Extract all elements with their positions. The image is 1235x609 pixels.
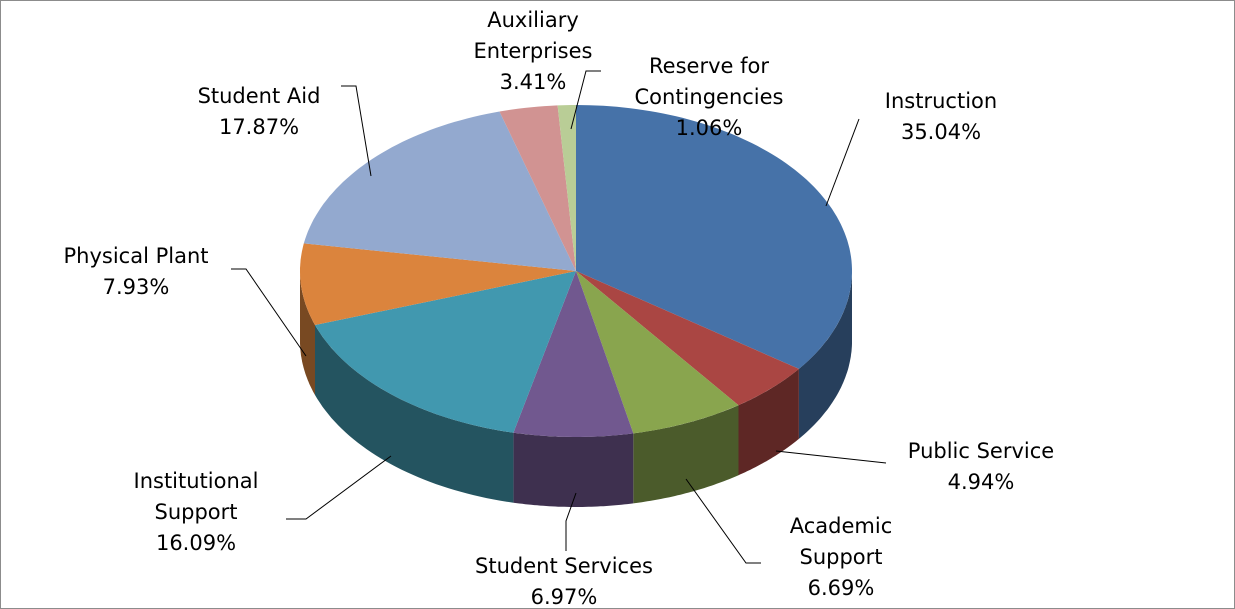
data-label: Public Service 4.94% xyxy=(881,436,1081,498)
data-label: Reserve for Contingencies 1.06% xyxy=(619,51,799,144)
category-name: Physical Plant xyxy=(63,244,209,268)
leader-line xyxy=(775,450,887,464)
slice xyxy=(557,105,576,271)
data-label: Student Services 6.97% xyxy=(434,551,694,609)
data-label: Instruction 35.04% xyxy=(856,86,1026,148)
leader-line xyxy=(231,268,307,357)
value-label: 16.09% xyxy=(155,531,237,555)
slice-side xyxy=(513,432,634,507)
data-label: Student Aid 17.87% xyxy=(159,81,359,143)
category-name: Public Service xyxy=(907,439,1055,463)
slice-side xyxy=(633,405,739,504)
slice xyxy=(513,271,634,437)
leader-line xyxy=(685,478,761,564)
slice xyxy=(576,271,739,434)
category-name: Student Services xyxy=(475,554,653,578)
value-label: 6.97% xyxy=(530,585,598,609)
slice xyxy=(300,243,576,325)
category-name: Auxiliary Enterprises xyxy=(473,8,593,63)
slice xyxy=(576,271,799,406)
data-label: Academic Support 6.69% xyxy=(766,511,916,604)
category-name: Instruction xyxy=(884,89,998,113)
slice-side xyxy=(315,325,514,503)
value-label: 35.04% xyxy=(900,120,982,144)
value-label: 4.94% xyxy=(947,470,1015,494)
leader-line xyxy=(825,118,860,207)
category-name: Student Aid xyxy=(197,84,321,108)
leader-line xyxy=(570,70,601,130)
slice-side xyxy=(738,368,799,476)
value-label: 7.93% xyxy=(102,275,170,299)
leader-line xyxy=(341,85,372,177)
slice xyxy=(303,111,576,271)
slice xyxy=(315,271,576,433)
category-name: Institutional Support xyxy=(133,469,259,524)
value-label: 1.06% xyxy=(675,116,743,140)
value-label: 3.41% xyxy=(499,70,567,94)
category-name: Reserve for Contingencies xyxy=(634,54,784,109)
value-label: 17.87% xyxy=(218,115,300,139)
leader-line xyxy=(286,455,392,520)
slice xyxy=(576,105,852,369)
data-label: Institutional Support 16.09% xyxy=(96,466,296,559)
slice-side xyxy=(798,271,852,439)
data-label: Auxiliary Enterprises 3.41% xyxy=(458,5,608,98)
slice xyxy=(499,105,576,272)
category-name: Academic Support xyxy=(789,514,893,569)
slice-side xyxy=(300,271,315,395)
data-label: Physical Plant 7.93% xyxy=(36,241,236,303)
value-label: 6.69% xyxy=(807,576,875,600)
leader-line xyxy=(565,492,577,551)
